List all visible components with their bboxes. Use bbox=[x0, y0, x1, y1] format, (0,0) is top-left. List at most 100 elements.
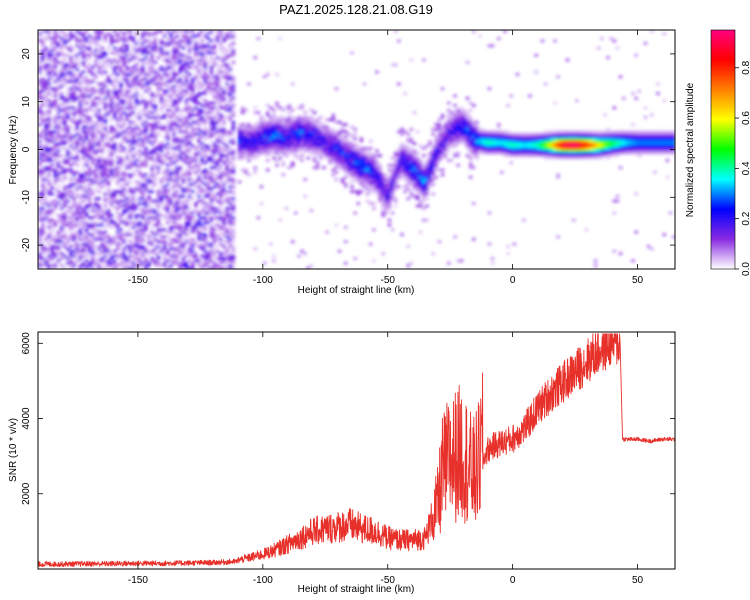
spectrogram-cell bbox=[53, 156, 58, 160]
spectrogram-cell bbox=[156, 89, 161, 93]
spectrogram-cell bbox=[134, 242, 139, 246]
spectrogram-cell bbox=[150, 125, 154, 129]
spectrogram-cell bbox=[325, 132, 329, 136]
spectrogram-cell bbox=[187, 194, 192, 198]
spectrogram-cell bbox=[78, 242, 83, 246]
spectrogram-cell bbox=[294, 142, 298, 146]
spectrogram-cell bbox=[197, 51, 201, 55]
spectrogram-cell bbox=[275, 137, 279, 141]
spectrogram-cell bbox=[84, 147, 89, 150]
spectrogram-cell bbox=[197, 94, 201, 98]
spectrogram-cell bbox=[319, 142, 323, 146]
spectrogram-cell bbox=[194, 166, 198, 170]
spectrogram-cell bbox=[328, 132, 332, 136]
spectrogram-cell bbox=[69, 49, 73, 52]
spectrogram-cell bbox=[203, 211, 208, 215]
spectrogram-cell bbox=[66, 211, 70, 215]
spectrogram-cell bbox=[368, 161, 373, 165]
spectrogram-cell bbox=[212, 123, 217, 126]
spectrogram-cell bbox=[41, 149, 45, 153]
spectrogram-cell bbox=[141, 182, 145, 186]
spectrogram-cell bbox=[50, 209, 55, 213]
spectrogram-cell bbox=[175, 46, 179, 50]
spectrogram-cell bbox=[428, 175, 432, 179]
spectrogram-cell bbox=[100, 87, 104, 91]
spectrogram-cell bbox=[197, 80, 201, 83]
spectrogram-cell bbox=[91, 233, 95, 236]
spectrogram-cell bbox=[103, 175, 108, 179]
spectrogram-cell bbox=[131, 142, 136, 146]
spectrogram-cell bbox=[72, 249, 76, 253]
spectrogram-cell bbox=[191, 127, 195, 131]
spectrogram-cell bbox=[69, 249, 73, 253]
spectrogram-cell bbox=[41, 135, 45, 138]
spectrogram-cell bbox=[38, 171, 42, 174]
spectrogram-cell bbox=[131, 111, 136, 115]
spectrogram-cell bbox=[381, 190, 385, 193]
spectrogram-cell bbox=[287, 139, 292, 143]
spectrogram-cell bbox=[284, 106, 289, 110]
spectrogram-cell bbox=[384, 202, 389, 205]
spectrogram-cell bbox=[56, 245, 61, 248]
spectrogram-cell bbox=[184, 204, 189, 208]
spectrogram-cell bbox=[172, 204, 176, 208]
spectrogram-cell bbox=[200, 190, 204, 193]
spectrogram-cell bbox=[44, 46, 48, 50]
spectrogram-cell bbox=[353, 144, 357, 148]
spectrogram-cell bbox=[81, 185, 86, 189]
spectrogram-cell bbox=[144, 151, 148, 155]
spectrogram-cell bbox=[72, 204, 76, 208]
spectrogram-cell bbox=[228, 82, 232, 86]
spectrogram-cell bbox=[269, 130, 273, 134]
spectrogram-cell bbox=[406, 144, 410, 148]
spectrogram-cell bbox=[84, 154, 89, 158]
spectrogram-cell bbox=[297, 144, 301, 148]
spectrogram-cell bbox=[403, 166, 407, 170]
spectrogram-cell bbox=[81, 223, 86, 227]
spectrogram-cell bbox=[353, 190, 357, 193]
spectrogram-cell bbox=[41, 194, 45, 198]
spectrogram-cell bbox=[409, 180, 414, 184]
spectrogram-cell bbox=[44, 259, 48, 263]
spectrogram-cell bbox=[215, 96, 220, 100]
spectrogram-cell bbox=[69, 144, 73, 148]
spectrogram-cell bbox=[84, 264, 89, 268]
spectrogram-cell bbox=[131, 53, 136, 57]
spectrogram-cell bbox=[278, 106, 282, 110]
spectrogram-cell bbox=[134, 92, 139, 95]
spectrogram-cell bbox=[134, 206, 139, 210]
spectrogram-cell bbox=[56, 123, 61, 126]
spectrogram-cell bbox=[209, 249, 214, 253]
spectrogram-cell bbox=[131, 257, 136, 260]
spectrogram-cell bbox=[97, 156, 101, 160]
spectrogram-cell bbox=[290, 82, 295, 86]
spectrogram-cell bbox=[231, 182, 236, 186]
spectrogram-cell bbox=[50, 249, 55, 253]
spectrogram-cell bbox=[325, 154, 329, 158]
spectrogram-cell bbox=[222, 240, 226, 244]
spectrogram-cell bbox=[265, 139, 270, 143]
spectrogram-cell bbox=[141, 151, 145, 155]
spectrogram-cell bbox=[41, 249, 45, 253]
spectrogram-cell bbox=[215, 84, 220, 88]
spectrogram-cell bbox=[103, 135, 108, 138]
spectrogram-cell bbox=[84, 254, 89, 258]
spectrogram-cell bbox=[262, 132, 267, 136]
spectrogram-cell bbox=[362, 149, 367, 153]
spectrogram-cell bbox=[309, 120, 314, 124]
spectrogram-cell bbox=[66, 113, 70, 117]
spectrogram-cell bbox=[278, 135, 282, 138]
spectrogram-cell bbox=[87, 173, 92, 177]
spectrogram-cell bbox=[112, 132, 117, 136]
spectrogram-cell bbox=[81, 147, 86, 150]
spectrogram-cell bbox=[131, 65, 136, 69]
spectrogram-cell bbox=[94, 49, 98, 52]
spectrogram-cell bbox=[72, 65, 76, 69]
spectrogram-cell bbox=[278, 139, 282, 143]
spectrogram-cell bbox=[306, 118, 311, 122]
spectrogram-cell bbox=[141, 247, 145, 251]
spectrogram-cell bbox=[147, 204, 151, 208]
spectrogram-cell bbox=[403, 185, 407, 189]
spectrogram-cell bbox=[134, 221, 139, 224]
spectrogram-cell bbox=[328, 149, 332, 153]
